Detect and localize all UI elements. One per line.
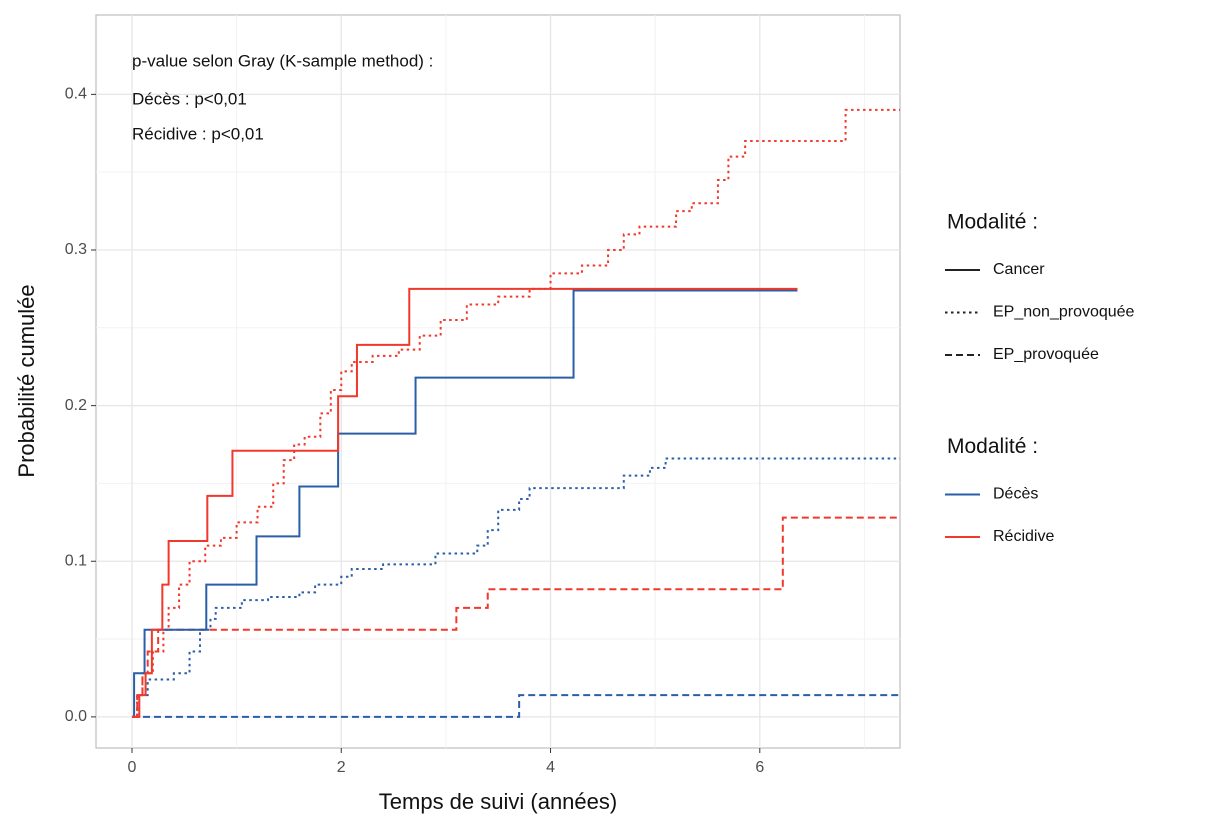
step-line: [131, 694, 900, 718]
x-tick-label: 4: [546, 759, 555, 776]
annotation: p-value selon Gray (K-sample method) :: [132, 51, 433, 70]
x-tick-label: 6: [755, 759, 764, 776]
y-axis-title: Probabilité cumulée: [14, 284, 39, 477]
annotation: Décès : p<0,01: [132, 89, 247, 108]
y-tick-label: 0.4: [65, 86, 87, 103]
legend-label: Décès: [993, 486, 1038, 503]
x-axis-title: Temps de suivi (années): [379, 789, 617, 814]
step-line: [131, 289, 798, 718]
step-line: [131, 287, 798, 718]
legend-label: Récidive: [993, 528, 1054, 545]
step-line: [131, 516, 900, 718]
y-tick-label: 0.2: [65, 397, 87, 414]
step-line: [131, 108, 900, 718]
y-tick-label: 0.0: [65, 708, 87, 725]
legend-title: Modalité :: [947, 435, 1038, 458]
legend-label: EP_non_provoquée: [993, 304, 1135, 321]
x-tick-label: 0: [128, 759, 137, 776]
annotation: Récidive : p<0,01: [132, 124, 264, 143]
plot-panel: [95, 14, 901, 749]
legend-label: EP_provoquée: [993, 346, 1099, 363]
legend-title: Modalité :: [947, 211, 1038, 234]
x-tick-label: 2: [337, 759, 346, 776]
y-tick-label: 0.3: [65, 241, 87, 258]
legend-label: Cancer: [993, 261, 1045, 278]
y-tick-label: 0.1: [65, 552, 87, 569]
